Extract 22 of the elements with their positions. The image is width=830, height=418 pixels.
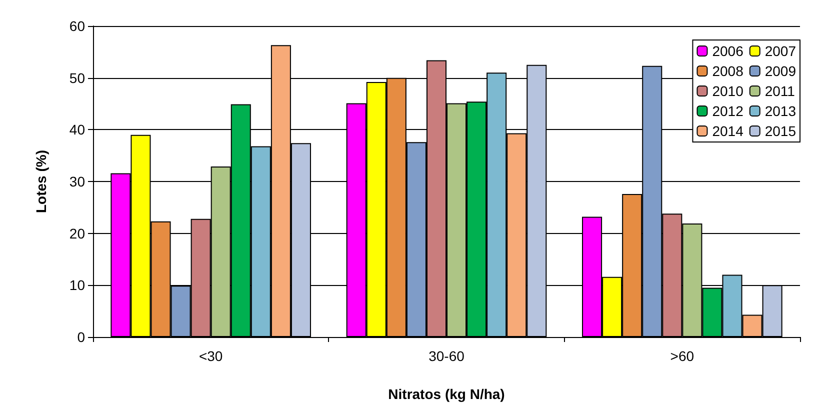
x-tick-label: <30 xyxy=(198,348,223,364)
y-tick-label: 10 xyxy=(69,277,86,294)
legend-label: 2008 xyxy=(712,63,744,79)
legend-label: 2006 xyxy=(712,43,744,59)
legend-label: 2015 xyxy=(764,123,796,139)
legend-label: 2010 xyxy=(712,83,744,99)
y-tick-label: 50 xyxy=(69,70,86,86)
legend-label: 2007 xyxy=(764,43,796,59)
x-tick-label: 30-60 xyxy=(428,348,465,364)
x-tick-label: >60 xyxy=(670,348,694,364)
y-tick-label: 0 xyxy=(77,329,86,345)
legend-label: 2014 xyxy=(712,123,744,139)
x-axis-title: Nitratos (kg N/ha) xyxy=(388,386,505,402)
y-tick-label: 60 xyxy=(69,18,86,34)
y-tick-label: 40 xyxy=(69,122,86,138)
y-tick-label: 30 xyxy=(69,174,86,190)
legend-label: 2012 xyxy=(712,103,744,119)
y-axis-title: Lotes (%) xyxy=(33,150,49,213)
legend-label: 2013 xyxy=(764,103,796,119)
y-tick-label: 20 xyxy=(69,225,86,242)
legend-label: 2009 xyxy=(764,63,796,79)
legend-label: 2011 xyxy=(764,83,796,99)
